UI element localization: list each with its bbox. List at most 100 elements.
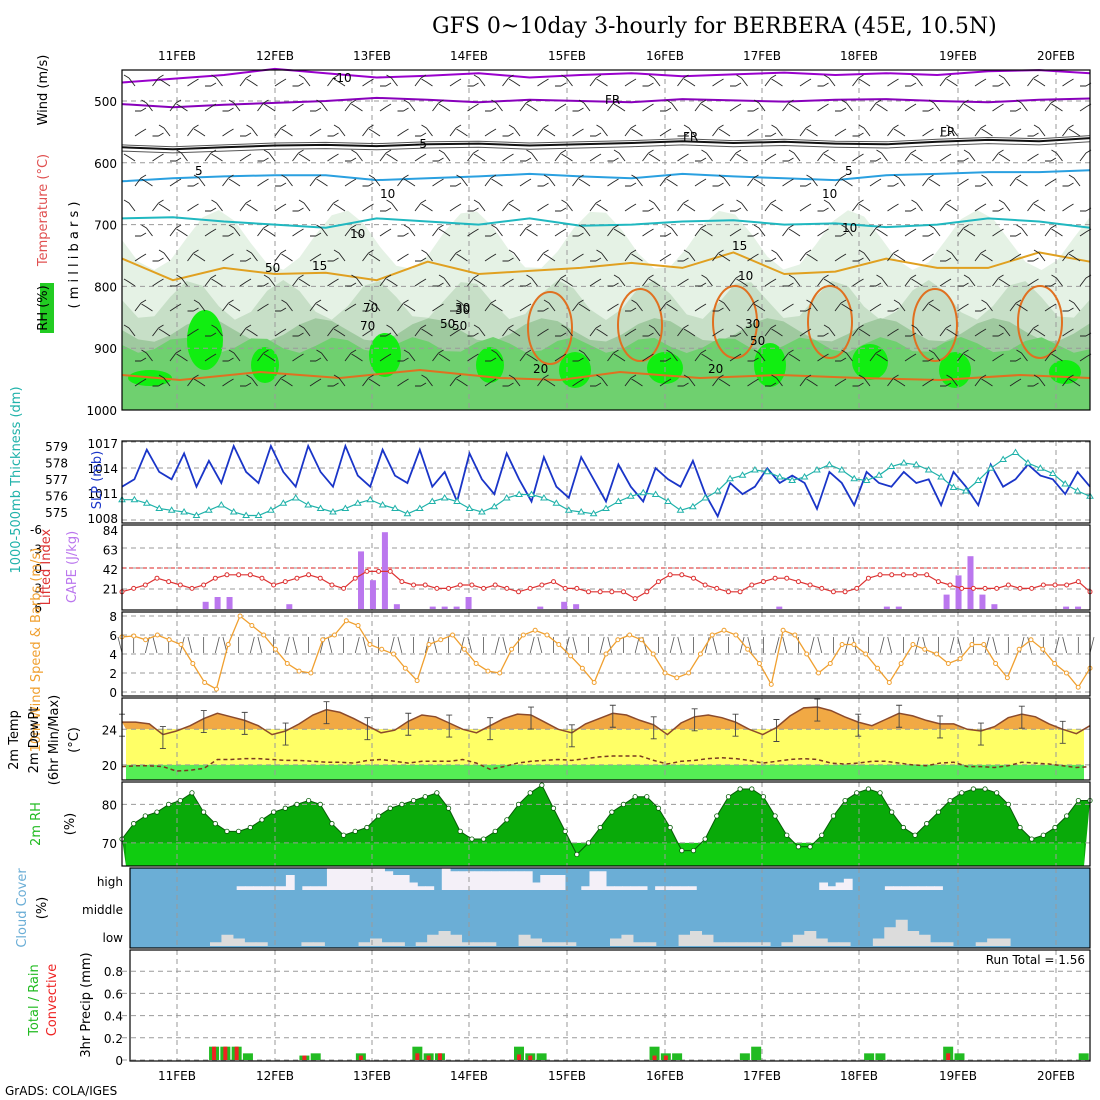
rh2m-marker <box>177 797 183 804</box>
rh2m-marker <box>294 801 300 808</box>
contour-label: -10 <box>332 71 352 85</box>
wind-barb <box>659 128 672 137</box>
wind-barb <box>922 357 934 362</box>
date-label-top: 13FEB <box>353 49 391 63</box>
wind-barb <box>309 378 322 387</box>
wind10-barb <box>459 636 465 654</box>
thickness-marker <box>813 466 821 473</box>
wind-barb <box>432 178 444 187</box>
thickness-marker <box>875 471 883 478</box>
cloud-high-bar <box>236 886 246 890</box>
lifted-index-marker <box>877 572 883 578</box>
wind-barb <box>257 157 269 162</box>
wind-barb <box>834 253 847 262</box>
lifted-index-marker <box>947 582 953 588</box>
wind-barb <box>887 78 899 87</box>
cloud-low-bar <box>358 942 371 946</box>
wind-barb <box>123 153 136 162</box>
thickness-marker <box>366 495 375 503</box>
wind-barb <box>205 82 217 87</box>
wind-barb <box>239 324 252 337</box>
wind-barb <box>1062 249 1074 262</box>
rh2m-marker <box>504 817 510 823</box>
wind-barb <box>712 203 724 212</box>
wind-barb <box>456 299 468 312</box>
cloud-low-bar <box>370 938 383 946</box>
cape-bar <box>883 606 890 609</box>
wind10-marker <box>143 637 149 643</box>
wind-barb <box>158 124 171 137</box>
thickness-tick: 577 <box>45 473 68 487</box>
wind-barb <box>613 228 626 237</box>
panel-frame <box>121 611 1091 697</box>
wind-barb <box>240 257 252 262</box>
lifted-index-marker <box>352 575 358 581</box>
wind10-marker <box>721 627 727 633</box>
wind-barb <box>712 124 724 137</box>
cape-bar <box>1063 606 1070 609</box>
wind-barb <box>449 78 462 87</box>
contour-label: FR <box>605 93 620 107</box>
wind-barb <box>765 257 777 262</box>
wind-barb <box>508 249 521 262</box>
lifted-index-marker <box>166 579 172 585</box>
wind-barb <box>904 103 917 112</box>
wind-barb <box>193 299 206 312</box>
wind-barb <box>922 107 934 112</box>
wind10-barb <box>502 636 508 654</box>
wind-barb <box>817 103 829 112</box>
wind-barb <box>1044 99 1057 112</box>
wind10-marker <box>745 646 751 652</box>
wind-barb <box>823 324 836 337</box>
wind-barb <box>158 249 171 262</box>
wind-barb <box>782 282 794 287</box>
wind10-barb <box>529 636 535 654</box>
wind-barb <box>368 128 381 137</box>
thickness-marker <box>1048 469 1057 476</box>
wind-barb <box>607 99 619 112</box>
wind-barb <box>992 353 1004 362</box>
wind-axis-label: Wind (m/s) <box>36 55 51 126</box>
cloud-low-bar <box>895 919 908 946</box>
thickness-marker <box>415 504 424 511</box>
wind-barb <box>771 78 783 87</box>
cloud-low-bar <box>907 931 920 946</box>
rh2m-marker <box>224 828 230 834</box>
wind-barb <box>362 307 374 312</box>
temp-axis-label-1: 2m Temp <box>7 710 22 770</box>
wind-barb <box>607 303 619 312</box>
wind-barb <box>344 349 357 362</box>
wind-barb <box>537 78 549 87</box>
wind-barb <box>939 199 952 212</box>
rh2m-marker <box>271 809 277 815</box>
precip-total-bar <box>751 1046 762 1060</box>
wind-barb <box>596 124 608 137</box>
wind-barb <box>1033 124 1046 137</box>
wind10-barb <box>362 636 368 654</box>
cape-bar <box>453 606 460 609</box>
footer-text: GrADS: COLA/IGES <box>5 1084 117 1098</box>
temp-range-bar <box>159 726 166 750</box>
wind-barb <box>624 124 637 137</box>
thickness-marker <box>887 462 896 469</box>
cloud-high-bar <box>556 875 566 890</box>
thickness-marker <box>242 511 250 518</box>
rh2m-marker <box>819 832 825 838</box>
wind-barb <box>1044 303 1057 312</box>
cloud-high-bar <box>548 875 558 890</box>
rh2m-marker <box>982 786 988 792</box>
wind-barb <box>169 303 182 312</box>
wind10-barb <box>782 636 788 654</box>
wind-barb <box>152 153 164 162</box>
rh2m-marker <box>550 805 557 811</box>
wind-barb <box>799 374 812 387</box>
wind-barb <box>537 124 549 137</box>
wind-barb <box>922 232 934 237</box>
wind-barb <box>414 199 427 212</box>
wind-barb <box>211 199 223 212</box>
cape-bar <box>429 606 436 609</box>
wind-barb <box>228 99 241 112</box>
rh2m-marker <box>854 790 860 796</box>
wind-barb <box>841 99 853 112</box>
thickness-marker <box>738 471 747 478</box>
